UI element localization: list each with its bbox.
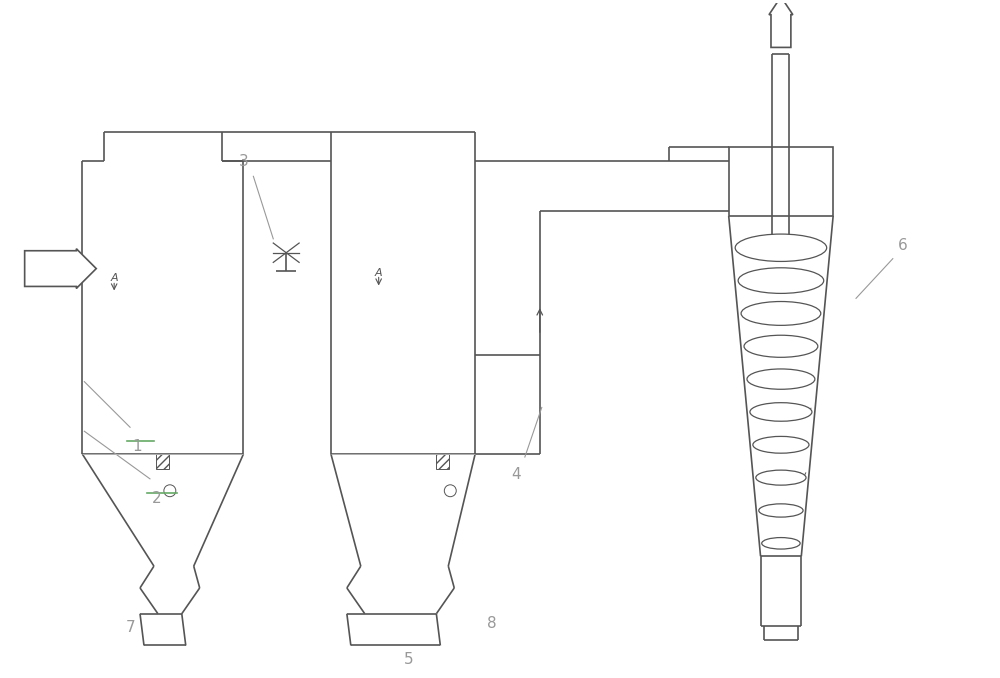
Circle shape bbox=[164, 485, 176, 497]
Text: 6: 6 bbox=[898, 238, 908, 253]
Ellipse shape bbox=[744, 335, 818, 357]
Ellipse shape bbox=[759, 504, 803, 517]
Text: 8: 8 bbox=[487, 616, 497, 631]
Ellipse shape bbox=[753, 437, 809, 453]
Ellipse shape bbox=[741, 302, 821, 325]
Text: 5: 5 bbox=[404, 652, 413, 667]
Ellipse shape bbox=[756, 470, 806, 485]
Text: A: A bbox=[110, 273, 118, 283]
Ellipse shape bbox=[735, 234, 827, 262]
Circle shape bbox=[444, 485, 456, 497]
Text: A: A bbox=[375, 268, 382, 277]
Ellipse shape bbox=[762, 538, 800, 549]
Text: 1: 1 bbox=[132, 439, 142, 454]
FancyArrow shape bbox=[25, 249, 96, 288]
Text: 4: 4 bbox=[511, 467, 521, 482]
Bar bbox=[436, 454, 449, 469]
Bar bbox=[156, 454, 169, 469]
Bar bbox=[729, 146, 833, 216]
Text: 2: 2 bbox=[152, 491, 162, 506]
Ellipse shape bbox=[747, 369, 815, 389]
Text: 7: 7 bbox=[125, 620, 135, 635]
Ellipse shape bbox=[750, 403, 812, 421]
Text: 3: 3 bbox=[239, 155, 248, 170]
FancyArrow shape bbox=[769, 0, 793, 47]
Ellipse shape bbox=[738, 268, 824, 294]
